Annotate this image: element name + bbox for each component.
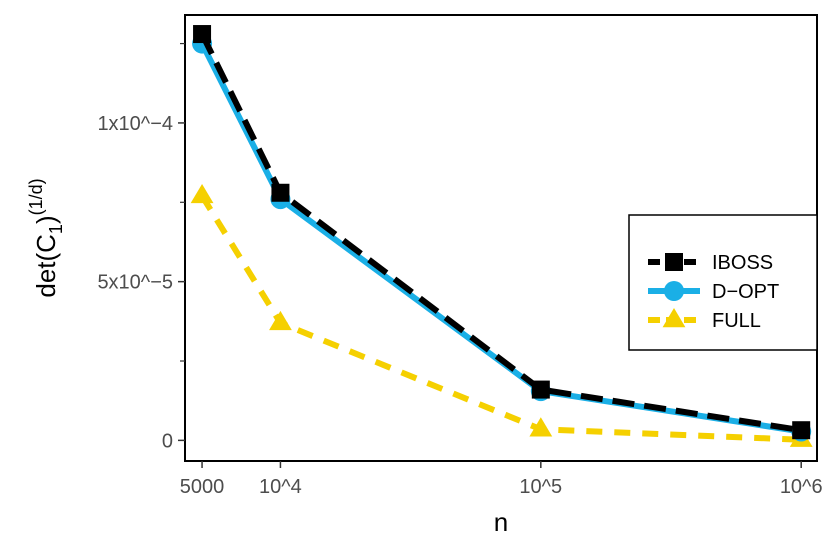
series-layer xyxy=(190,25,813,447)
y-axis-title: det(C1)(1/d) xyxy=(26,178,66,297)
legend-item-full: FULL xyxy=(648,308,761,332)
x-tick-label: 10^4 xyxy=(259,476,302,498)
legend-key-marker xyxy=(662,308,686,328)
data-point-full xyxy=(529,417,553,437)
series-iboss xyxy=(193,25,811,440)
svg-text:det(C1)(1/d): det(C1)(1/d) xyxy=(26,178,66,297)
y-axis: 0 5x10^−5 1x10^−4 xyxy=(97,42,185,452)
y-tick-label: 5x10^−5 xyxy=(97,272,173,294)
series-line-iboss xyxy=(199,32,802,434)
legend-item-d-opt: D−OPT xyxy=(648,281,779,303)
legend-box xyxy=(628,214,818,351)
legend: IBOSS D−OPT FULL xyxy=(628,214,818,351)
legend-key-marker xyxy=(665,253,683,271)
y-tick-label: 1x10^−4 xyxy=(97,113,173,135)
data-point-full xyxy=(269,310,292,331)
x-axis: 5000 10^4 10^5 10^6 xyxy=(180,461,823,498)
x-axis-title: n xyxy=(494,507,508,537)
data-point-iboss xyxy=(531,380,550,399)
legend-key-marker xyxy=(664,281,684,301)
y-axis-title-sup: (1/d) xyxy=(26,178,46,215)
legend-label: FULL xyxy=(712,310,761,332)
series-line-full xyxy=(199,194,802,443)
x-tick-label: 10^5 xyxy=(519,476,562,498)
data-point-iboss xyxy=(193,25,212,44)
data-point-iboss xyxy=(271,183,290,202)
legend-label: IBOSS xyxy=(712,252,773,274)
x-tick-label: 5000 xyxy=(180,476,225,498)
legend-item-iboss: IBOSS xyxy=(648,252,773,274)
data-point-full xyxy=(190,183,214,204)
y-axis-title-close: ) xyxy=(31,215,61,224)
legend-label: D−OPT xyxy=(712,281,779,303)
y-axis-title-main: det(C xyxy=(31,234,61,298)
series-line-d-opt xyxy=(199,42,802,435)
x-tick-label: 10^6 xyxy=(780,476,823,498)
y-tick-label: 0 xyxy=(162,430,173,452)
data-point-iboss xyxy=(792,421,811,440)
y-axis-title-sub: 1 xyxy=(46,224,66,234)
